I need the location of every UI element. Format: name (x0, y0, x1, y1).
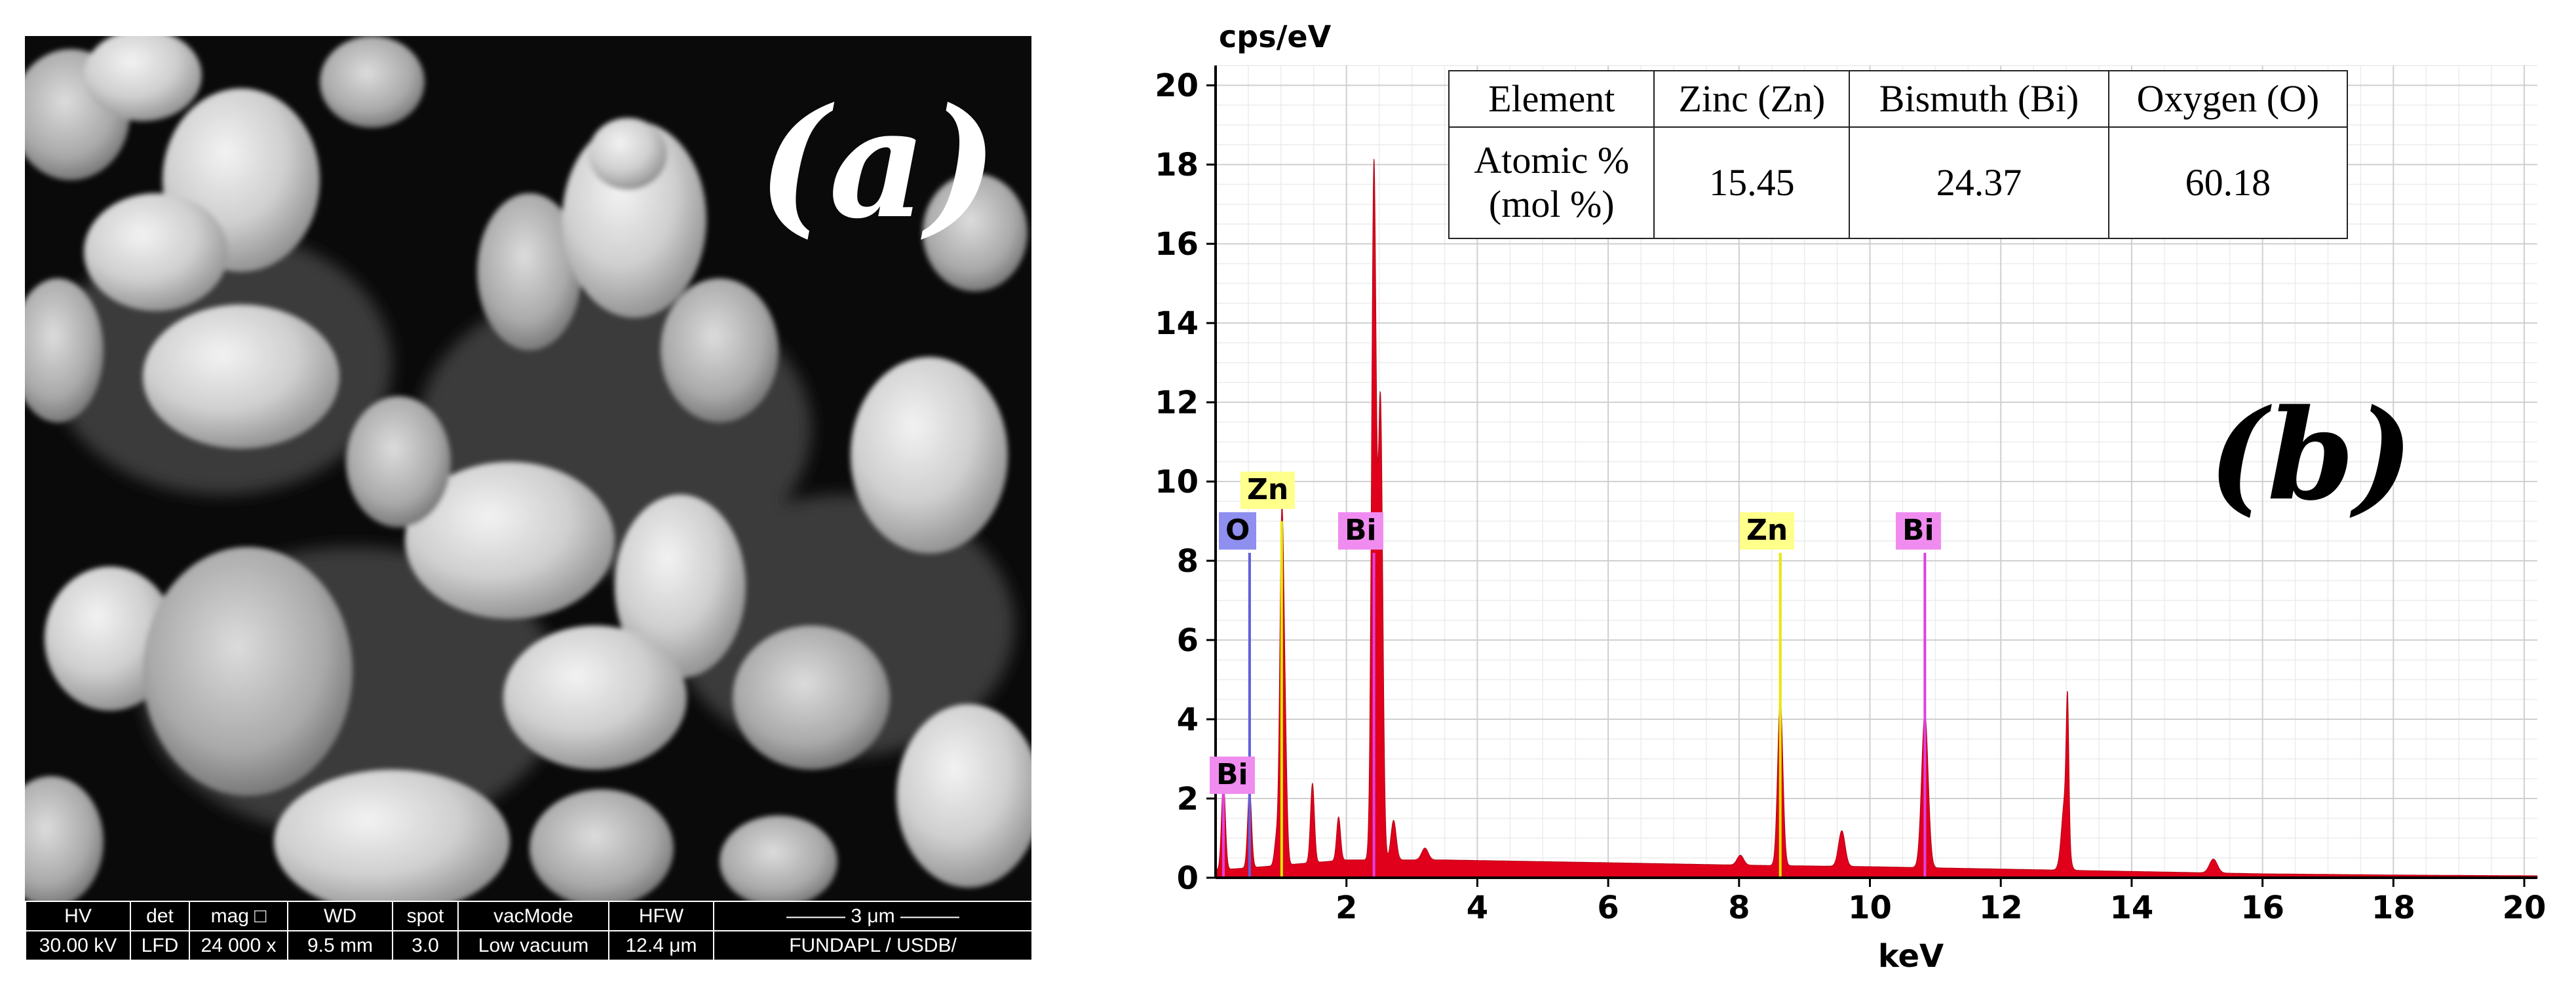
x-tick-label: 6 (1597, 890, 1619, 926)
x-tick-label: 16 (2240, 890, 2284, 926)
x-tick-label: 14 (2110, 890, 2154, 926)
peak-label-bi-low: Bi (1210, 757, 1255, 794)
sem-panel: (a) HV det mag □ WD spot vacMode HFW ———… (25, 36, 1033, 961)
x-tick-label: 20 (2503, 890, 2547, 926)
sem-micrograph (25, 36, 1031, 901)
sem-header-mag: mag □ (189, 901, 288, 931)
composition-value-row: Atomic % (mol %) 15.45 24.37 60.18 (1448, 126, 2349, 239)
sem-value-spot: 3.0 (392, 930, 459, 961)
composition-value-zinc: 15.45 (1653, 126, 1851, 239)
sem-scale-bar: ——— 3 μm ——— (713, 901, 1033, 931)
y-tick-label: 8 (1177, 543, 1199, 580)
sem-value-wd: 9.5 mm (287, 930, 393, 961)
sem-header-hv: HV (25, 901, 131, 931)
composition-row-label-line1: Atomic % (1474, 139, 1630, 182)
sem-data-table: HV det mag □ WD spot vacMode HFW ——— 3 μ… (25, 901, 1033, 961)
composition-header-element: Element (1448, 69, 1655, 128)
x-tick-label: 2 (1336, 890, 1357, 926)
panel-a-label: (a) (758, 75, 998, 252)
y-tick-label: 2 (1177, 781, 1199, 817)
sem-data-bar: HV det mag □ WD spot vacMode HFW ——— 3 μ… (25, 901, 1033, 961)
spectrum-area (1216, 159, 2538, 878)
y-tick-label: 18 (1155, 147, 1199, 183)
composition-header-oxygen: Oxygen (O) (2107, 69, 2349, 128)
element-lines (1221, 521, 1927, 878)
y-tick-label: 12 (1155, 385, 1199, 421)
sem-header-spot: spot (392, 901, 459, 931)
composition-value-bismuth: 24.37 (1849, 126, 2109, 239)
x-tick-label: 12 (1979, 890, 2023, 926)
sem-value-det: LFD (130, 930, 190, 961)
y-tick-labels: 0 2 4 6 8 10 12 14 16 18 20 (1155, 67, 1199, 897)
composition-row-label-line2: (mol %) (1488, 183, 1615, 226)
sem-value-lab: FUNDAPL / USDB/ (713, 930, 1033, 961)
y-tick-label: 14 (1155, 305, 1199, 342)
chart-axes (1206, 66, 2537, 887)
x-tick-label: 8 (1728, 890, 1750, 926)
y-tick-label: 20 (1155, 67, 1199, 104)
sem-value-hv: 30.00 kV (25, 930, 131, 961)
peak-label-bi-l: Bi (1896, 512, 1941, 550)
y-tick-label: 16 (1155, 226, 1199, 263)
sem-value-hfw: 12.4 μm (608, 930, 714, 961)
sem-value-mag: 24 000 x (189, 930, 288, 961)
y-axis-label: cps/eV (1219, 19, 1332, 54)
sem-header-det: det (130, 901, 190, 931)
y-tick-label: 10 (1155, 464, 1199, 500)
composition-header-bismuth: Bismuth (Bi) (1849, 69, 2109, 128)
sem-data-header-row: HV det mag □ WD spot vacMode HFW ——— 3 μ… (25, 901, 1033, 931)
x-tick-labels: 2 4 6 8 10 12 14 16 18 20 (1336, 890, 2546, 926)
sem-header-wd: WD (287, 901, 393, 931)
sem-value-vacmode: Low vacuum (457, 930, 609, 961)
sem-header-hfw: HFW (608, 901, 714, 931)
sem-grains (25, 36, 1031, 901)
x-tick-label: 10 (1848, 890, 1892, 926)
x-tick-label: 4 (1467, 890, 1488, 926)
composition-value-oxygen: 60.18 (2107, 126, 2349, 239)
y-tick-label: 4 (1177, 702, 1199, 738)
peak-label-zn-k: Zn (1740, 512, 1795, 550)
x-tick-label: 18 (2372, 890, 2415, 926)
eds-panel: 0 2 4 6 8 10 12 14 16 18 20 2 4 6 8 10 12 14 16 18 20 cps/e… (1114, 0, 2576, 995)
composition-table: Element Zinc (Zn) Bismuth (Bi) Oxygen (O… (1448, 69, 2349, 239)
y-tick-label: 6 (1177, 622, 1199, 659)
panel-b-label: (b) (2208, 382, 2413, 528)
sem-header-vacmode: vacMode (457, 901, 609, 931)
peak-label-bi-m: Bi (1338, 512, 1383, 550)
x-axis-label: keV (1878, 938, 1944, 975)
peak-label-o: O (1219, 512, 1257, 550)
sem-data-value-row: 30.00 kV LFD 24 000 x 9.5 mm 3.0 Low vac… (25, 930, 1033, 961)
peak-label-zn-low: Zn (1240, 472, 1296, 509)
y-tick-label: 0 (1177, 860, 1199, 897)
composition-header-zinc: Zinc (Zn) (1653, 69, 1851, 128)
composition-row-label: Atomic % (mol %) (1448, 126, 1655, 239)
composition-header-row: Element Zinc (Zn) Bismuth (Bi) Oxygen (O… (1448, 69, 2349, 128)
